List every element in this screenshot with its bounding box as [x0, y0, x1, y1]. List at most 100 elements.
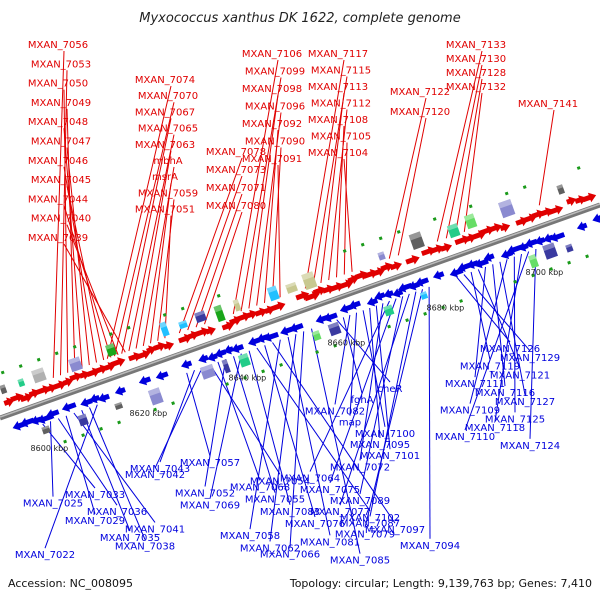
gene-label[interactable]: MXAN_7056 [28, 40, 88, 51]
gene-label[interactable]: MXAN_7098 [242, 84, 302, 95]
gene-label[interactable]: MXAN_7111 [445, 379, 505, 390]
gene-label[interactable]: cheR [378, 384, 403, 395]
gene-label[interactable]: MXAN_7132 [446, 82, 506, 93]
gene-label[interactable]: MXAN_7045 [31, 175, 91, 186]
gene-label[interactable]: MXAN_7106 [242, 49, 302, 60]
gene-label[interactable]: MXAN_7094 [400, 541, 460, 552]
gene-label[interactable]: MXAN_7097 [365, 525, 425, 536]
gene-label[interactable]: MXAN_7047 [31, 137, 91, 148]
gene-label[interactable]: MXAN_7066 [260, 550, 320, 561]
gene-label[interactable]: MXAN_7075 [300, 485, 360, 496]
gene-label[interactable]: MXAN_7036 [87, 507, 147, 518]
gene-label[interactable]: MXAN_7059 [138, 188, 198, 199]
gene-label[interactable]: MXAN_7077 [310, 507, 370, 518]
gene-label[interactable]: MXAN_7091 [242, 154, 302, 165]
gene-label[interactable]: MXAN_7119 [460, 362, 520, 373]
gene-label[interactable]: MXAN_7041 [125, 524, 185, 535]
gene-label[interactable]: MXAN_7121 [490, 370, 550, 381]
gene-label[interactable]: MXAN_7052 [175, 489, 235, 500]
gene-label[interactable]: MXAN_7126 [480, 344, 540, 355]
gene-label[interactable]: MXAN_7033 [65, 490, 125, 501]
gene-label[interactable]: MXAN_7051 [135, 205, 195, 216]
gene-label[interactable]: MXAN_7096 [245, 102, 305, 113]
gene-label[interactable]: MXAN_7076 [285, 519, 345, 530]
gene-label[interactable]: MXAN_7081 [300, 537, 360, 548]
gene-label[interactable]: MXAN_7089 [330, 496, 390, 507]
gene-label[interactable]: MXAN_7112 [311, 99, 371, 110]
gene-label[interactable]: MXAN_7070 [138, 91, 198, 102]
gene-label[interactable]: mbhA [153, 156, 182, 167]
gene-label[interactable]: map [339, 418, 361, 429]
gene-label[interactable]: MXAN_7120 [390, 107, 450, 118]
gene-label[interactable]: MXAN_7065 [138, 124, 198, 135]
gene-label[interactable]: MXAN_7099 [245, 67, 305, 78]
gene-label[interactable]: MXAN_7085 [330, 556, 390, 567]
gene-label[interactable]: MXAN_7118 [465, 423, 525, 434]
gene-label[interactable]: MXAN_7102 [340, 513, 400, 524]
gene-label[interactable]: MXAN_7113 [308, 82, 368, 93]
gene-label[interactable]: MXAN_7116 [475, 388, 535, 399]
gene-label[interactable]: MXAN_7068 [230, 482, 290, 493]
gene-label[interactable]: MXAN_7053 [31, 59, 91, 70]
gene-label[interactable]: MXAN_7129 [500, 353, 560, 364]
gene-label[interactable]: MXAN_7042 [125, 470, 185, 481]
gene-label[interactable]: MXAN_7117 [308, 49, 368, 60]
gene-label[interactable]: MXAN_7046 [28, 156, 88, 167]
gene-label[interactable]: MXAN_7090 [245, 137, 305, 148]
gene-label[interactable]: MXAN_7128 [446, 68, 506, 79]
gene-label[interactable]: MXAN_7073 [206, 165, 266, 176]
gene-leader-line [248, 94, 279, 309]
gene-label[interactable]: MXAN_7025 [23, 499, 83, 510]
gene-label[interactable]: MXAN_7130 [446, 54, 506, 65]
track-tick [585, 254, 590, 259]
gene-label[interactable]: MXAN_7082 [305, 406, 365, 417]
gene-label[interactable]: MXAN_7022 [15, 550, 75, 561]
gene-label[interactable]: MXAN_7104 [308, 148, 368, 159]
gene-label[interactable]: MXAN_7100 [355, 429, 415, 440]
gene-leader-line [178, 157, 243, 334]
gene-label[interactable]: MXAN_7048 [28, 117, 88, 128]
gene-label[interactable]: MXAN_7064 [280, 474, 340, 485]
gene-label[interactable]: MXAN_7133 [446, 40, 506, 51]
gene-label[interactable]: MXAN_7058 [220, 531, 280, 542]
gene-label[interactable]: MXAN_7035 [100, 533, 160, 544]
gene-label[interactable]: MXAN_7043 [130, 464, 190, 475]
gene-label[interactable]: MXAN_7110 [435, 432, 495, 443]
gene-label[interactable]: MXAN_7072 [330, 462, 390, 473]
gene-label[interactable]: MXAN_7105 [311, 132, 371, 143]
gene-label[interactable]: MXAN_7127 [495, 397, 555, 408]
gene-label[interactable]: MXAN_7054 [250, 476, 310, 487]
gene-label[interactable]: MXAN_7029 [65, 516, 125, 527]
gene-label[interactable]: MXAN_7080 [206, 201, 266, 212]
gene-label[interactable]: MXAN_7044 [28, 194, 88, 205]
gene-label[interactable]: MXAN_7063 [135, 140, 195, 151]
gene-label[interactable]: MXAN_7095 [350, 440, 410, 451]
gene-label[interactable]: MXAN_7038 [115, 542, 175, 553]
gene-label[interactable]: MXAN_7079 [335, 530, 395, 541]
gene-label[interactable]: MXAN_7141 [518, 99, 578, 110]
gene-label[interactable]: MXAN_7067 [135, 107, 195, 118]
gene-label[interactable]: MXAN_7108 [308, 115, 368, 126]
gene-label[interactable]: MXAN_7122 [390, 87, 450, 98]
gene-label[interactable]: MXAN_7049 [31, 98, 91, 109]
gene-label[interactable]: msrA [152, 172, 178, 183]
gene-label[interactable]: MXAN_7039 [28, 233, 88, 244]
gene-label[interactable]: MXAN_7124 [500, 441, 560, 452]
gene-label[interactable]: MXAN_7055 [245, 495, 305, 506]
gene-label[interactable]: MXAN_7078 [206, 147, 266, 158]
gene-label[interactable]: MXAN_7071 [206, 183, 266, 194]
gene-label[interactable]: MXAN_7062 [240, 543, 300, 554]
gene-label[interactable]: MXAN_7109 [440, 406, 500, 417]
gene-label[interactable]: MXAN_7115 [311, 66, 371, 77]
gene-label[interactable]: MXAN_7069 [180, 501, 240, 512]
gene-label[interactable]: MXAN_7083 [260, 507, 320, 518]
gene-label[interactable]: MXAN_7125 [485, 414, 545, 425]
gene-label[interactable]: MXAN_7087 [340, 518, 400, 529]
gene-label[interactable]: MXAN_7040 [31, 214, 91, 225]
gene-label[interactable]: MXAN_7092 [242, 119, 302, 130]
gene-label[interactable]: MXAN_7074 [135, 75, 195, 86]
gene-label[interactable]: MXAN_7057 [180, 458, 240, 469]
gene-label[interactable]: MXAN_7050 [28, 79, 88, 90]
gene-label[interactable]: MXAN_7101 [360, 451, 420, 462]
gene-label[interactable]: fghA [350, 395, 373, 406]
